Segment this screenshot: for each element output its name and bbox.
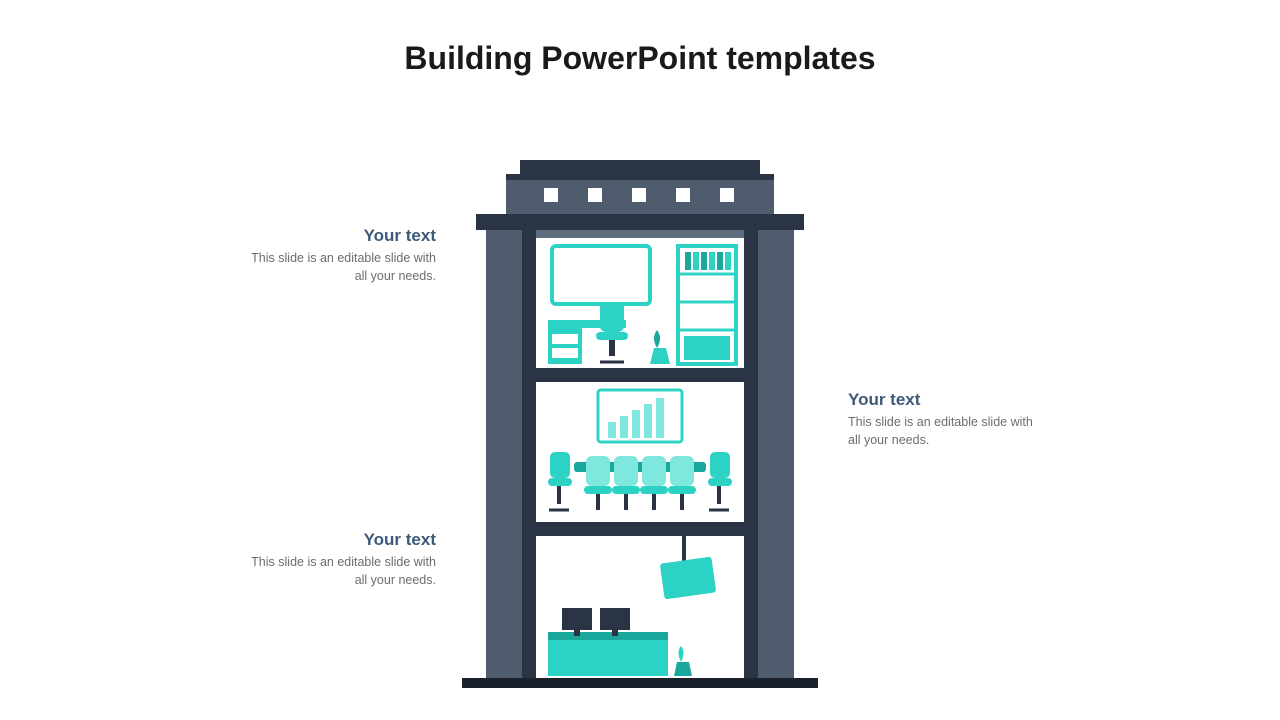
label-body: This slide is an editable slide with all… bbox=[236, 250, 436, 285]
label-body: This slide is an editable slide with all… bbox=[236, 554, 436, 589]
label-heading: Your text bbox=[236, 530, 436, 550]
label-heading: Your text bbox=[848, 390, 1048, 410]
building-graphic bbox=[462, 160, 818, 690]
label-body: This slide is an editable slide with all… bbox=[848, 414, 1048, 449]
label-floor-middle: Your text This slide is an editable slid… bbox=[848, 390, 1048, 449]
page-title: Building PowerPoint templates bbox=[0, 40, 1280, 77]
label-floor-bottom: Your text This slide is an editable slid… bbox=[236, 530, 436, 589]
label-heading: Your text bbox=[236, 226, 436, 246]
label-floor-top: Your text This slide is an editable slid… bbox=[236, 226, 436, 285]
